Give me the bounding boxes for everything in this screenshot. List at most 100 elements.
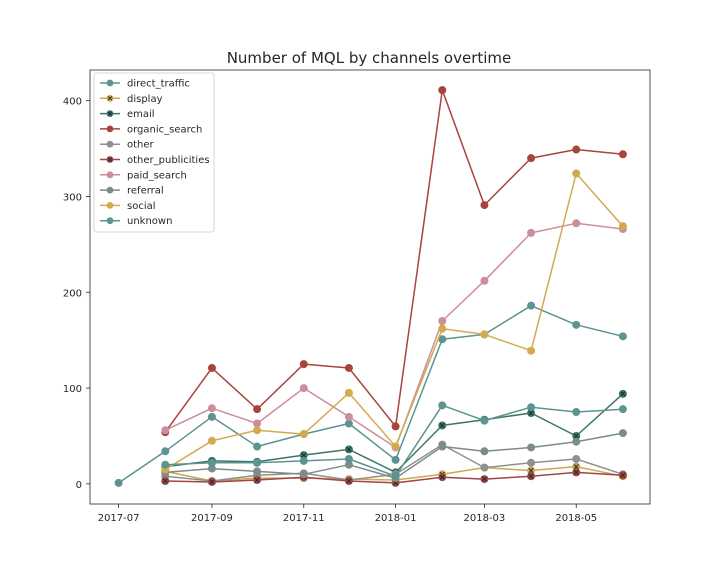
data-point-direct_traffic xyxy=(344,419,353,428)
data-point-social xyxy=(618,222,627,231)
data-point-cross-email xyxy=(439,422,445,428)
data-point-paid_search xyxy=(161,426,170,435)
legend-box xyxy=(93,72,215,233)
data-point-social xyxy=(299,430,308,439)
data-point-paid_search xyxy=(438,317,447,326)
data-point-unknown xyxy=(572,408,581,417)
series-direct_traffic xyxy=(114,301,627,487)
legend-label: organic_search xyxy=(127,124,202,135)
legend-item: other xyxy=(100,140,155,151)
data-point-other xyxy=(527,458,536,467)
data-point-cross-email xyxy=(573,433,579,439)
data-point-organic_search xyxy=(480,201,489,210)
data-point-cross-other_publicities xyxy=(254,477,260,483)
data-point-cross-email xyxy=(301,452,307,458)
data-point-direct_traffic xyxy=(253,442,262,451)
data-point-direct_traffic xyxy=(572,320,581,329)
chart-title: Number of MQL by channels overtime xyxy=(227,49,512,67)
legend-item: direct_traffic xyxy=(100,79,190,90)
data-point-cross-display xyxy=(528,467,534,474)
data-point-cross-other_publicities xyxy=(573,469,579,475)
data-point-referral xyxy=(253,467,262,476)
legend-marker xyxy=(106,171,114,179)
data-point-direct_traffic xyxy=(207,412,216,421)
series-unknown xyxy=(161,401,627,481)
data-point-cross-other_publicities xyxy=(481,476,487,482)
data-point-cross-other_publicities xyxy=(346,478,352,484)
data-point-social xyxy=(344,388,353,397)
legend-marker-cross xyxy=(107,95,113,101)
data-point-social xyxy=(391,442,400,451)
legend-label: direct_traffic xyxy=(127,79,190,90)
legend-marker xyxy=(106,217,114,225)
data-point-organic_search xyxy=(299,360,308,369)
data-point-cross-display xyxy=(573,464,579,470)
legend-item: organic_search xyxy=(100,124,202,135)
data-point-social xyxy=(527,346,536,355)
data-point-direct_traffic xyxy=(618,332,627,341)
data-point-unknown xyxy=(438,401,447,410)
data-point-organic_search xyxy=(391,422,400,431)
data-point-social xyxy=(480,330,489,339)
data-point-referral xyxy=(618,429,627,438)
data-point-referral xyxy=(480,447,489,456)
data-point-cross-other_publicities xyxy=(162,478,168,484)
data-point-referral xyxy=(527,443,536,452)
legend-item: unknown xyxy=(100,216,172,227)
data-point-unknown xyxy=(344,454,353,463)
data-point-other xyxy=(480,463,489,472)
legend-marker xyxy=(106,125,114,133)
data-point-referral xyxy=(572,437,581,446)
data-point-unknown xyxy=(391,472,400,481)
data-point-organic_search xyxy=(207,363,216,372)
legend-label: email xyxy=(127,109,155,120)
legend-label: unknown xyxy=(127,216,172,227)
legend-label: display xyxy=(127,94,163,105)
axes-frame xyxy=(89,69,651,505)
legend-label: social xyxy=(127,201,156,212)
x-tick-label: 2017-07 xyxy=(98,513,140,524)
data-point-unknown xyxy=(480,416,489,425)
y-tick-label: 300 xyxy=(63,192,82,203)
data-point-organic_search xyxy=(344,363,353,372)
y-tick-label: 0 xyxy=(76,480,82,491)
data-point-cross-other_publicities xyxy=(620,472,626,478)
legend-item: social xyxy=(100,201,156,212)
x-tick-label: 2018-01 xyxy=(375,513,417,524)
data-point-social xyxy=(438,324,447,333)
series-organic_search xyxy=(161,86,627,437)
data-point-organic_search xyxy=(618,150,627,159)
data-point-paid_search xyxy=(344,412,353,421)
legend-item: display xyxy=(100,94,163,105)
data-point-direct_traffic xyxy=(527,301,536,310)
data-point-social xyxy=(572,169,581,178)
legend-label: other_publicities xyxy=(127,155,210,166)
data-point-cross-email xyxy=(620,391,626,397)
data-point-unknown xyxy=(253,458,262,467)
data-point-social xyxy=(207,436,216,445)
data-point-other xyxy=(572,454,581,463)
legend-item: referral xyxy=(100,186,164,197)
data-point-cross-email xyxy=(346,446,352,452)
data-point-direct_traffic xyxy=(114,478,123,487)
series-other_publicities xyxy=(161,468,627,487)
data-point-referral xyxy=(299,470,308,479)
x-tick-label: 2018-05 xyxy=(555,513,597,524)
data-point-direct_traffic xyxy=(161,447,170,456)
data-point-referral xyxy=(438,442,447,451)
legend-item: paid_search xyxy=(100,170,187,181)
data-point-direct_traffic xyxy=(391,455,400,464)
data-point-organic_search xyxy=(572,145,581,154)
y-tick-label: 200 xyxy=(63,288,82,299)
data-point-organic_search xyxy=(527,154,536,163)
data-point-paid_search xyxy=(253,419,262,428)
data-point-paid_search xyxy=(207,404,216,413)
data-point-unknown xyxy=(618,405,627,414)
legend-label: paid_search xyxy=(127,170,187,181)
legend-label: referral xyxy=(127,186,164,197)
data-point-paid_search xyxy=(299,384,308,393)
data-point-unknown xyxy=(161,460,170,469)
